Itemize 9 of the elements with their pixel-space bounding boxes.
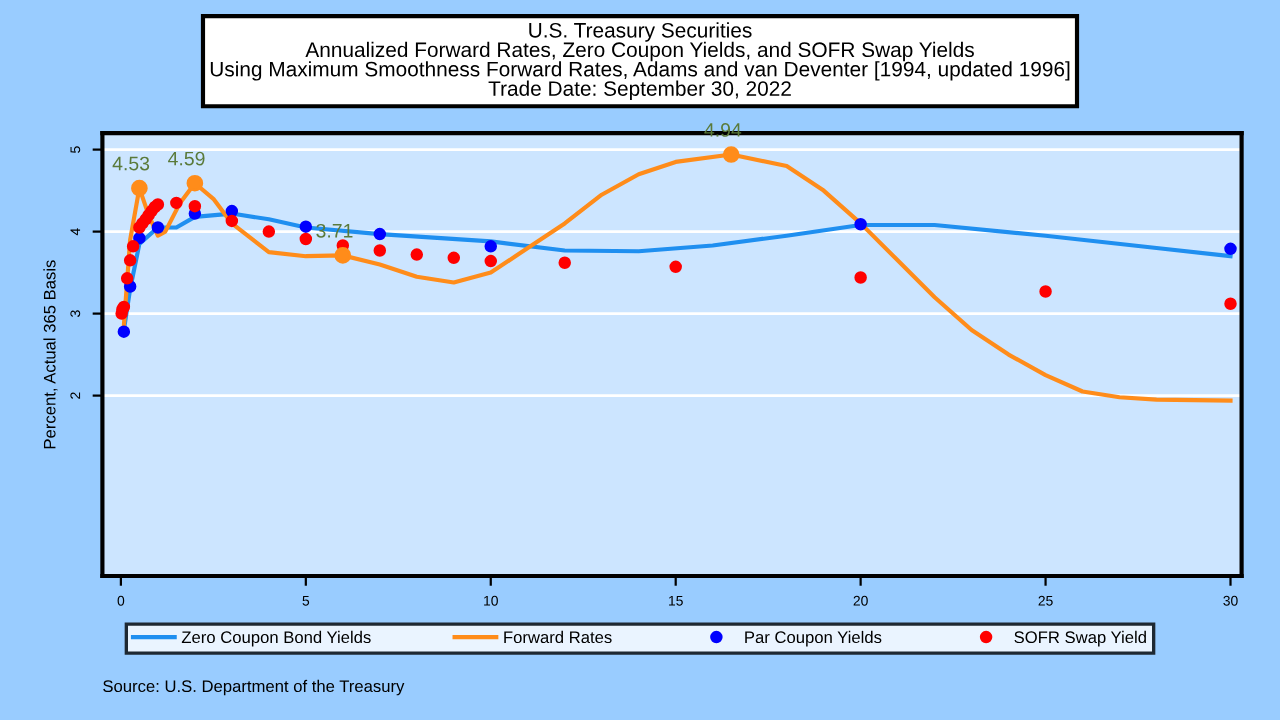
- legend-label: Par Coupon Yields: [745, 630, 882, 647]
- legend-label: Forward Rates: [504, 630, 612, 644]
- y-axis-title: Percent, Actual 365 Basis: [43, 260, 58, 449]
- annotation: 4.53: [112, 156, 150, 171]
- legend-label: Zero Coupon Bond Yields: [181, 630, 371, 647]
- source-note: Source: U.S. Department of the Treasury: [103, 679, 405, 696]
- annotation: 4.59: [168, 151, 205, 166]
- legend-label: SOFR Swap Yield: [1014, 630, 1146, 647]
- chart-title: U.S. Treasury Securities Annualized Forward Rates, Zero Coupon Yields, and SOFR Swap Yields Using Maximum Smoothness Forward Rates, Adams and van Deventer [1994, updated 1996] Trade Date: September 30, 2022: [210, 22, 1070, 101]
